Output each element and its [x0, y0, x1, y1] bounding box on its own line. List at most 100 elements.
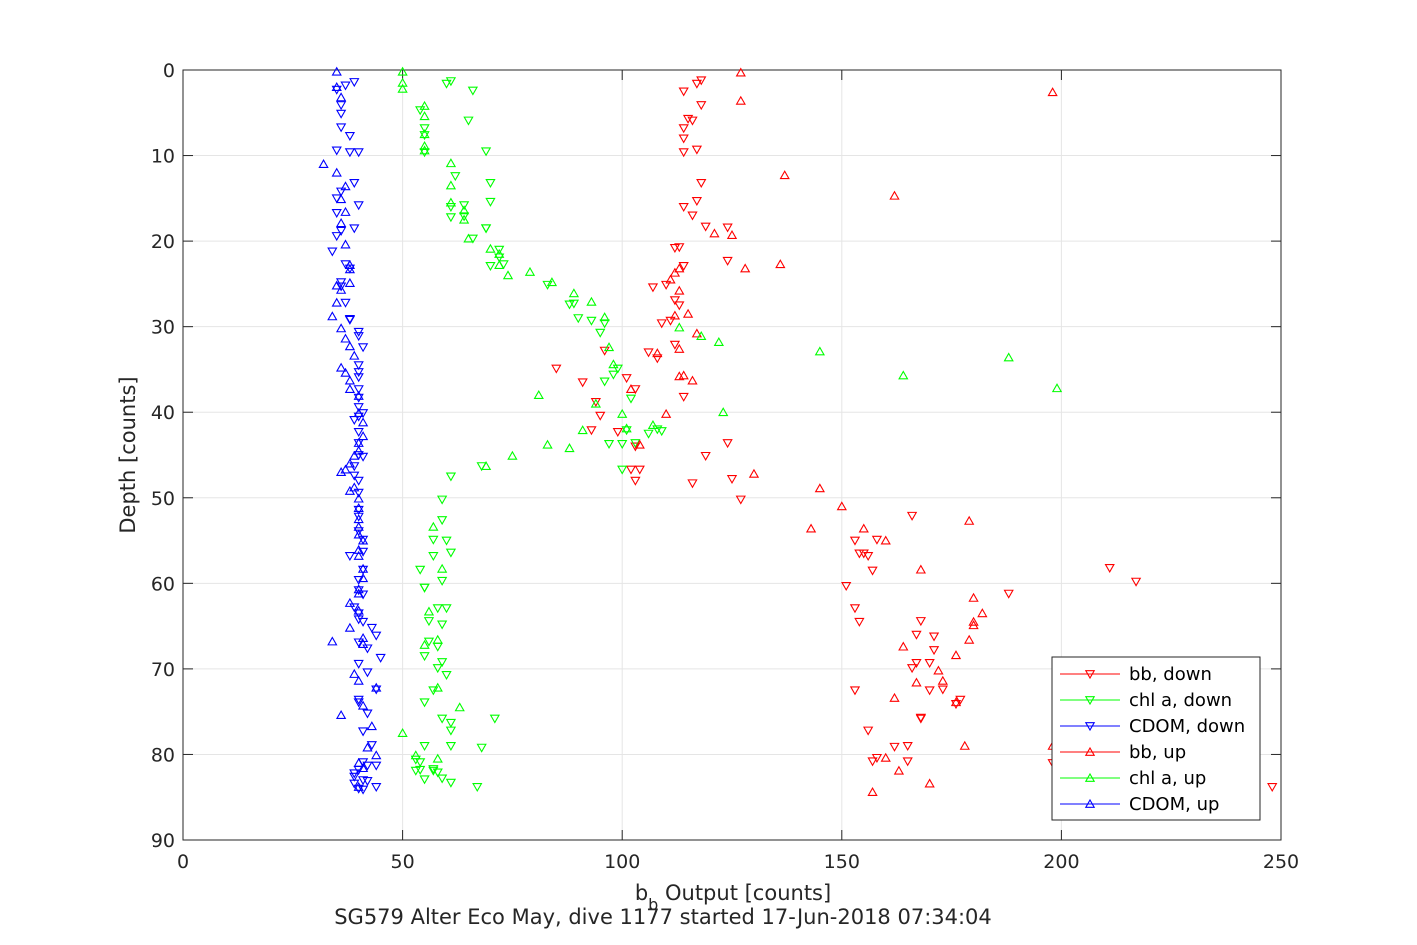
series-3 — [625, 67, 1058, 796]
data-point — [652, 354, 663, 364]
data-point — [524, 266, 536, 276]
data-point — [353, 393, 364, 403]
data-point — [735, 495, 746, 505]
data-point — [718, 407, 729, 417]
data-point — [419, 741, 430, 751]
data-point — [630, 476, 641, 486]
data-point — [353, 605, 364, 615]
data-point — [476, 743, 487, 753]
data-point — [353, 502, 364, 512]
data-point — [362, 742, 373, 752]
data-point — [428, 766, 439, 776]
data-point — [340, 81, 351, 91]
data-point — [436, 495, 448, 505]
data-point — [643, 348, 654, 358]
data-point — [915, 713, 927, 723]
data-point — [415, 565, 426, 575]
data-point — [687, 116, 698, 126]
legend-marker — [1084, 746, 1096, 756]
data-point — [669, 296, 681, 306]
data-point — [327, 311, 338, 321]
data-point — [735, 95, 746, 105]
data-point — [353, 638, 364, 648]
grid — [182, 69, 1282, 841]
data-point — [964, 634, 975, 644]
data-point — [911, 658, 922, 668]
data-point — [357, 617, 369, 627]
data-point — [467, 86, 479, 96]
data-point — [551, 364, 562, 374]
data-point — [608, 370, 619, 380]
data-point — [608, 359, 619, 369]
data-point — [740, 263, 751, 273]
data-point — [353, 781, 364, 791]
data-point — [691, 145, 703, 155]
data-point — [463, 116, 474, 126]
x-tick-label: 0 — [177, 851, 189, 873]
data-point — [344, 131, 356, 141]
data-point — [353, 550, 364, 560]
data-point — [1104, 564, 1115, 574]
series-1 — [410, 77, 667, 793]
data-point — [362, 761, 373, 771]
data-point — [867, 566, 878, 576]
y-tick-label: 60 — [151, 573, 175, 595]
data-point — [353, 659, 364, 669]
series-5 — [318, 66, 382, 791]
data-point — [700, 222, 711, 232]
data-point — [335, 282, 347, 292]
series-2 — [327, 78, 386, 795]
data-point — [340, 464, 351, 474]
data-point — [603, 439, 615, 449]
data-point — [436, 620, 448, 630]
data-point — [432, 634, 443, 644]
data-point — [353, 385, 364, 395]
data-point — [344, 341, 356, 351]
data-point — [371, 783, 382, 793]
data-point — [617, 439, 628, 449]
data-point — [450, 172, 461, 182]
x-tick-label: 250 — [1263, 851, 1299, 873]
data-point — [713, 336, 724, 346]
data-point — [1051, 383, 1063, 393]
series-4 — [397, 66, 1063, 763]
data-point — [625, 384, 637, 394]
data-point — [880, 752, 891, 762]
data-point — [726, 230, 738, 240]
data-point — [410, 750, 421, 760]
data-point — [366, 721, 378, 731]
data-point — [362, 777, 373, 787]
x-tick-label: 200 — [1043, 851, 1079, 873]
data-point — [867, 786, 878, 796]
data-point — [911, 677, 922, 687]
data-point — [335, 92, 347, 102]
data-point — [353, 544, 364, 554]
data-point — [331, 208, 342, 218]
data-point — [441, 670, 452, 680]
data-point — [331, 167, 342, 177]
data-point — [678, 370, 689, 380]
data-point — [494, 259, 505, 269]
data-point — [349, 668, 360, 678]
data-point — [335, 362, 347, 372]
data-point — [344, 622, 356, 632]
data-point — [634, 439, 645, 449]
data-point — [603, 342, 615, 352]
data-point — [621, 374, 632, 384]
data-point — [678, 202, 689, 212]
data-point — [349, 772, 360, 782]
data-point — [621, 423, 632, 433]
data-point — [599, 377, 610, 387]
data-point — [419, 583, 430, 593]
data-point — [357, 417, 369, 427]
data-point — [357, 535, 369, 545]
data-point — [652, 348, 663, 358]
data-point — [906, 511, 918, 521]
data-point — [353, 584, 364, 594]
data-point — [573, 314, 584, 324]
data-point — [687, 211, 698, 221]
data-point — [674, 371, 685, 381]
data-point — [546, 277, 558, 287]
data-point — [586, 316, 597, 326]
data-point — [357, 638, 369, 648]
